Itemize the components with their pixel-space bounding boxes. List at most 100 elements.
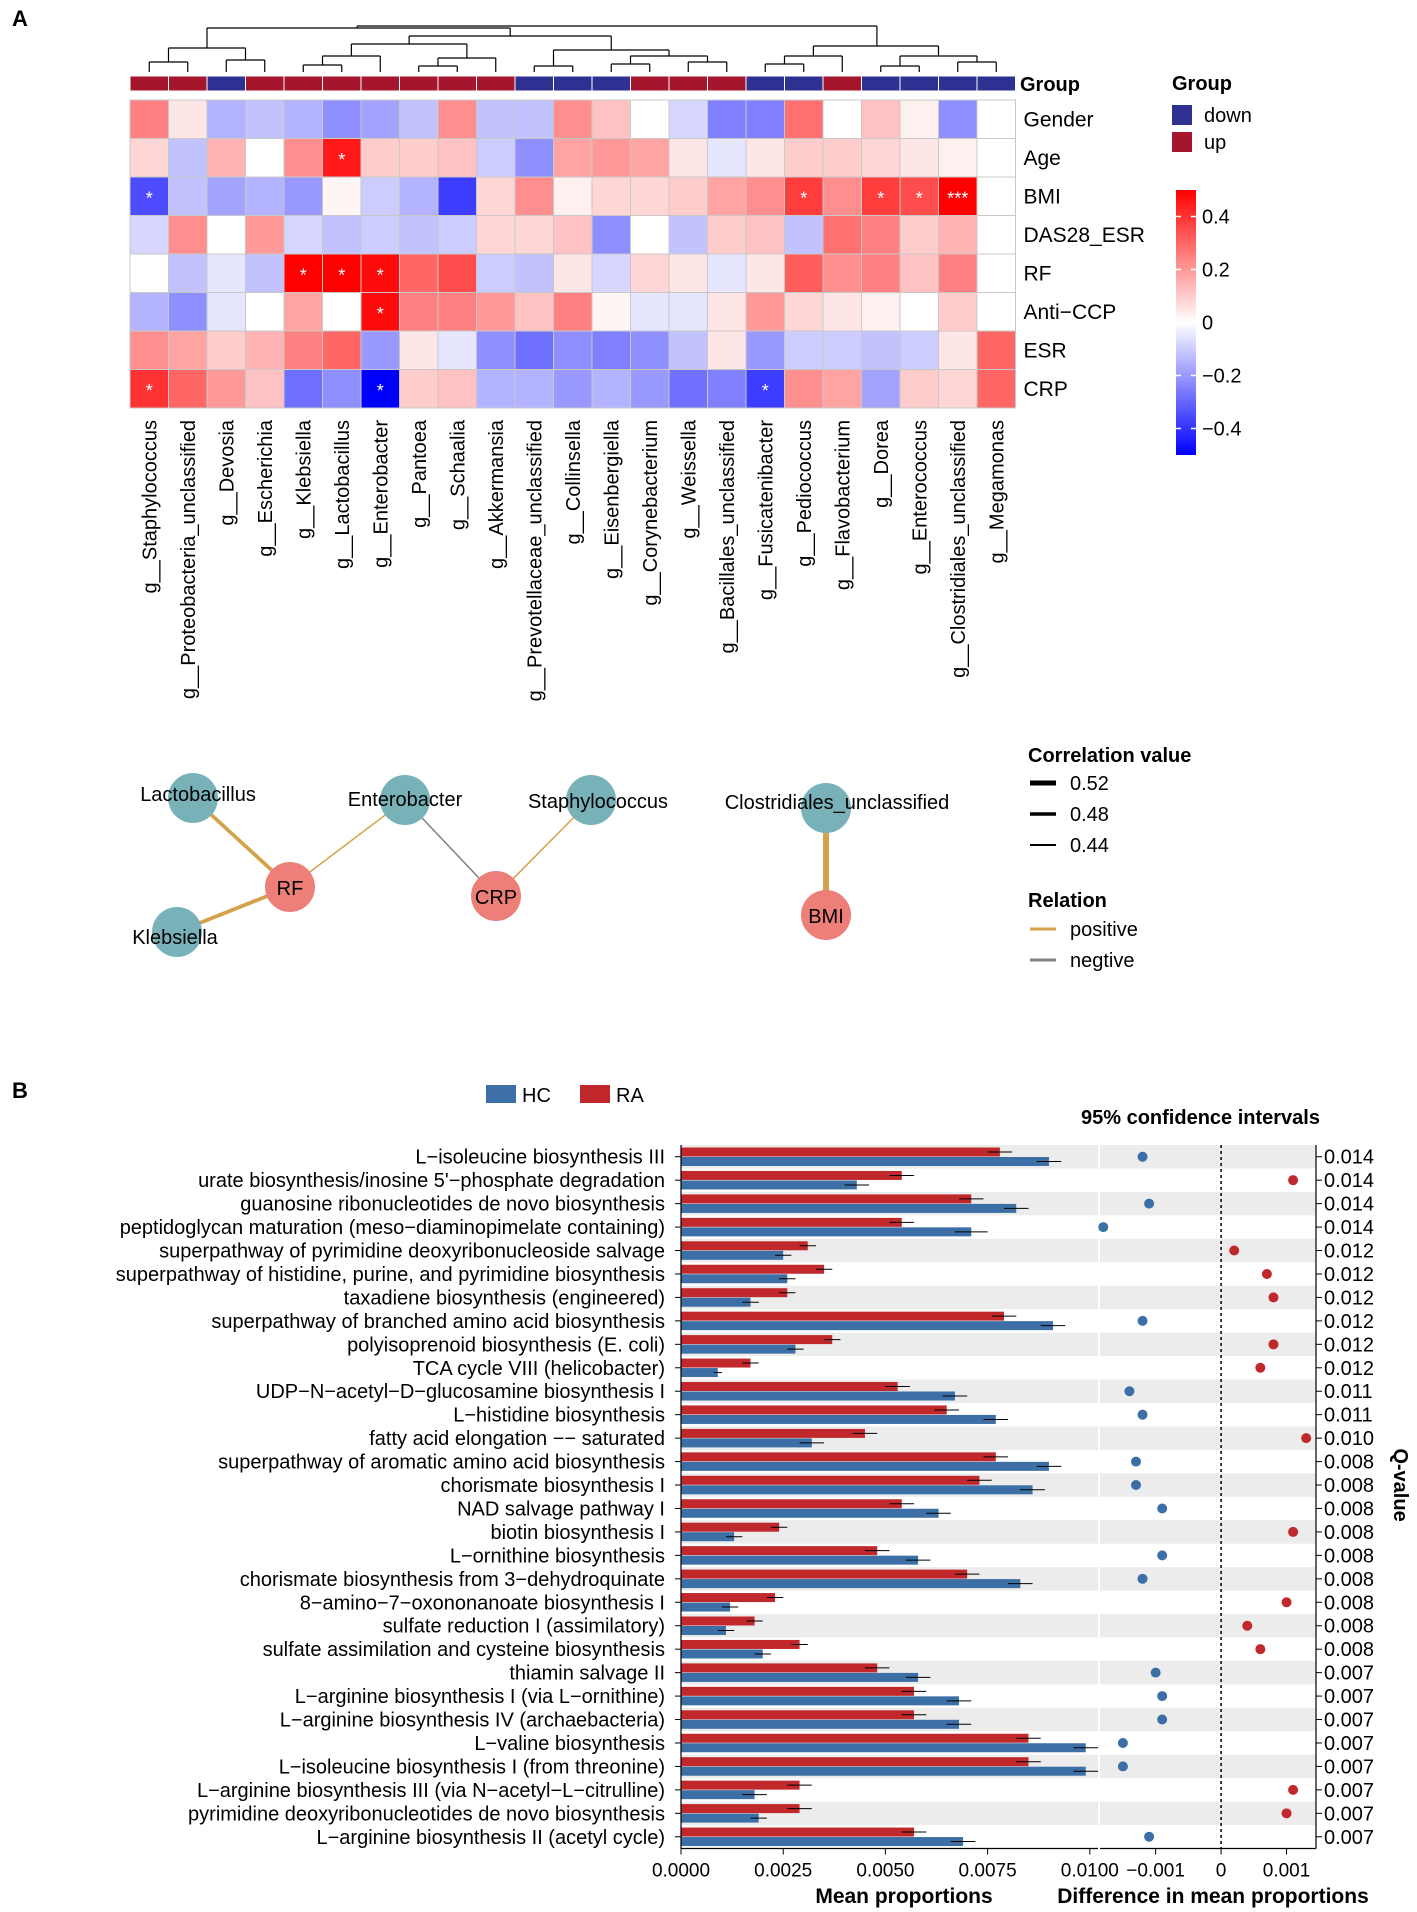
- bar-hc: [681, 1579, 1021, 1589]
- heatmap-cell: [630, 99, 670, 139]
- group-annotation-row: [129, 75, 1016, 92]
- heatmap-row-label: ESR: [1024, 339, 1067, 362]
- q-value-label: 0.008: [1324, 1452, 1374, 1474]
- heatmap-cell: [322, 215, 362, 255]
- network-node-label: Staphylococcus: [528, 791, 668, 813]
- q-value-label: 0.008: [1324, 1522, 1374, 1544]
- pathway-label: peptidoglycan maturation (meso−diaminopi…: [120, 1217, 665, 1239]
- group-cell-down: [899, 75, 939, 92]
- heatmap-cell: [822, 330, 862, 370]
- network-node-taxon: [380, 775, 430, 825]
- heatmap-cell: [976, 330, 1016, 370]
- heatmap-cell: [399, 215, 439, 255]
- row-band: [1100, 1473, 1316, 1497]
- bar-hc: [681, 1743, 1086, 1753]
- bar-hc: [681, 1508, 939, 1518]
- q-value-label: 0.012: [1324, 1334, 1374, 1356]
- heatmap-cell: [437, 99, 477, 139]
- relation-positive-label: positive: [1070, 919, 1138, 941]
- heatmap-cell: [283, 215, 323, 255]
- network-node-taxon: [168, 773, 218, 823]
- ci-point: [1229, 1245, 1240, 1256]
- bar-x-axis: 0.0000 0.0025 0.0050 0.0075 0.0100 Mean propo…: [652, 1847, 1119, 1908]
- heatmap-cell: [707, 330, 747, 370]
- bar-ra: [681, 1475, 980, 1485]
- heatmap-cell: [168, 215, 208, 255]
- ci-point: [1098, 1222, 1109, 1233]
- row-band: [1100, 1145, 1316, 1169]
- heatmap-column-label: g__Clostridiales_unclassified: [948, 420, 970, 678]
- panel-b-label: B: [12, 1078, 28, 1103]
- significance-mark: *: [800, 188, 807, 208]
- heatmap-row-label: Anti−CCP: [1024, 301, 1117, 324]
- bar-ra: [681, 1264, 825, 1274]
- heatmap-column-label: g__Fusicatenibacter: [755, 420, 777, 600]
- bar-hc: [681, 1813, 759, 1823]
- heatmap-cell: [822, 292, 862, 332]
- heatmap-cell: [976, 292, 1016, 332]
- bar-ra: [681, 1546, 878, 1556]
- q-value-label: 0.007: [1324, 1756, 1374, 1778]
- row-band: [1100, 1567, 1316, 1591]
- bar-x-label: Mean proportions: [815, 1885, 992, 1908]
- heatmap-cell: [822, 99, 862, 139]
- heatmap-cell: [784, 253, 824, 293]
- heatmap-cell: [399, 138, 439, 178]
- bar-ra: [681, 1147, 1000, 1157]
- bar-hc: [681, 1532, 735, 1542]
- pathway-label: L−valine biosynthesis: [474, 1733, 665, 1755]
- group-row-label: Group: [1020, 74, 1080, 96]
- pathway-label: L−arginine biosynthesis II (acetyl cycle…: [317, 1827, 666, 1849]
- heatmap-cell: [784, 369, 824, 409]
- significance-mark: *: [377, 265, 384, 285]
- heatmap-cell: [399, 253, 439, 293]
- group-cell-up: [668, 75, 708, 92]
- heatmap-cell: [707, 292, 747, 332]
- heatmap-cell: [822, 176, 862, 216]
- pathway-label: chorismate biosynthesis from 3−dehydroqu…: [240, 1569, 665, 1591]
- heatmap-column-label: g__Pediococcus: [794, 420, 816, 567]
- bar-ra: [681, 1616, 755, 1626]
- colorbar-tick-label: 0.4: [1202, 207, 1230, 229]
- heatmap-column-labels: g__Staphylococcus g__Proteobacteria_uncla…: [139, 419, 1008, 701]
- heatmap-cell: [784, 330, 824, 370]
- ci-point: [1281, 1808, 1292, 1819]
- ci-point: [1268, 1339, 1279, 1350]
- heatmap-cell: [322, 330, 362, 370]
- bar-ra: [681, 1639, 800, 1649]
- heatmap-cell: [668, 138, 708, 178]
- pathway-label: L−arginine biosynthesis I (via L−ornithi…: [295, 1686, 665, 1708]
- heatmap-cell: [437, 138, 477, 178]
- heatmap-column-label: g__Prevotellaceae_unclassified: [524, 420, 546, 701]
- heatmap-cell: [591, 176, 631, 216]
- heatmap-column-label: g__Dorea: [871, 419, 893, 508]
- ci-point: [1261, 1268, 1272, 1279]
- heatmap-cell: [360, 215, 400, 255]
- heatmap-cell: [822, 138, 862, 178]
- group-cell-down: [591, 75, 631, 92]
- heatmap-cell: [668, 330, 708, 370]
- heatmap-cell: [553, 369, 593, 409]
- heatmap-column-label: g__Akkermansia: [486, 419, 508, 569]
- pathway-label: sulfate assimilation and cysteine biosyn…: [263, 1639, 665, 1661]
- group-cell-down: [861, 75, 901, 92]
- heatmap-cell: [514, 176, 554, 216]
- q-value-label: 0.008: [1324, 1592, 1374, 1614]
- q-value-label: 0.011: [1324, 1405, 1373, 1427]
- heatmap-cell: [899, 176, 939, 216]
- bar-ra: [681, 1804, 800, 1814]
- ci-x-label: Difference in mean proportions: [1057, 1885, 1369, 1908]
- heatmap-cell: [553, 330, 593, 370]
- heatmap-cell: [514, 138, 554, 178]
- relation-legend-title: Relation: [1028, 890, 1107, 912]
- heatmap-cell: [399, 99, 439, 139]
- heatmap-cell: [861, 292, 901, 332]
- heatmap-cell: [476, 138, 516, 178]
- bar-hc: [681, 1485, 1033, 1495]
- heatmap-row-label: CRP: [1024, 378, 1068, 401]
- heatmap-cell: [476, 215, 516, 255]
- pathway-label: L−ornithine biosynthesis: [450, 1545, 665, 1567]
- q-value-label: 0.011: [1324, 1381, 1373, 1403]
- group-cell-down: [553, 75, 593, 92]
- heatmap-cell: [360, 99, 400, 139]
